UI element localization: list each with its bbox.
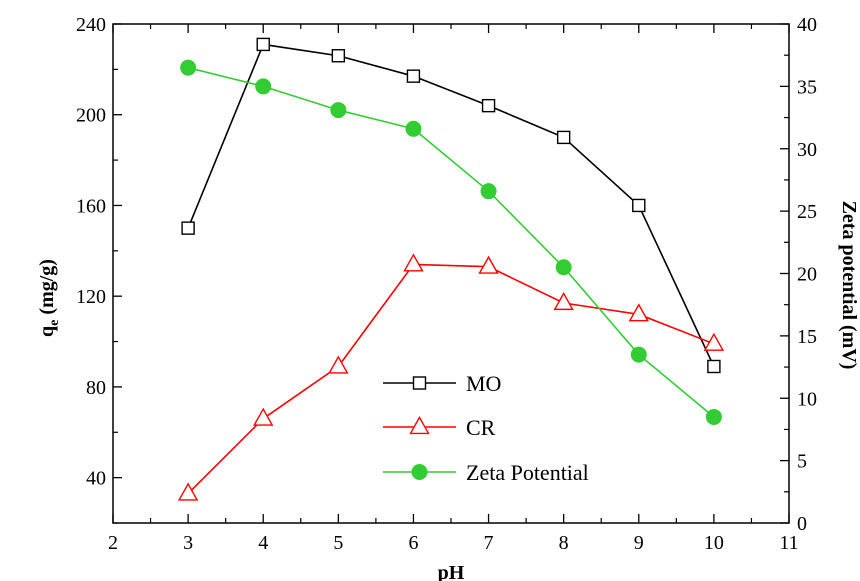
y2-tick-label: 20: [797, 264, 817, 286]
x-tick-label: 10: [704, 532, 724, 554]
y-tick-label: 160: [76, 195, 106, 217]
legend-entry-2: Zeta Potential: [383, 460, 589, 485]
data-point: [556, 130, 571, 145]
legend-entry-0: MO: [383, 371, 501, 396]
series-line: [187, 263, 715, 495]
data-point: [478, 255, 499, 274]
data-point: [255, 78, 272, 95]
data-point: [256, 37, 270, 52]
data-point: [328, 355, 349, 374]
y-tick-label: 240: [76, 14, 106, 36]
data-point: [253, 407, 274, 426]
data-point: [703, 332, 725, 351]
series-0: [181, 37, 721, 374]
ticks: 2 3 4 5 6 7 8 9 10 11 40 80 120 160 200 240 0 5 10 15 20 25 30…: [76, 14, 817, 554]
y-axis-title-main: q: [36, 326, 58, 337]
x-tick-label: 6: [408, 532, 418, 554]
y2-tick-label: 5: [797, 451, 807, 473]
data-point: [181, 221, 195, 235]
y-tick-label: 80: [86, 377, 106, 399]
data-point: [553, 291, 574, 311]
legend: MO CR Zeta Potential: [383, 371, 589, 485]
y2-tick-label: 15: [797, 326, 817, 348]
y-axis-title-sub: e: [47, 320, 62, 326]
data-point: [180, 59, 197, 76]
data-point: [481, 98, 496, 113]
y2-tick-label: 25: [797, 201, 817, 223]
legend-marker: [411, 464, 428, 480]
y-tick-label: 200: [76, 105, 106, 127]
series-line: [187, 43, 715, 367]
x-tick-label: 3: [183, 532, 193, 554]
x-axis-title: pH: [438, 562, 465, 581]
y2-axis-title: Zeta potential (mV): [838, 201, 860, 370]
data-point: [406, 69, 421, 83]
x-tick-label: 8: [559, 532, 569, 554]
x-tick-label: 4: [258, 532, 268, 554]
y2-tick-label: 30: [797, 139, 817, 161]
series: [177, 37, 725, 501]
series-1: [177, 253, 725, 501]
legend-label: CR: [466, 415, 496, 440]
data-point: [480, 183, 497, 200]
data-point: [555, 259, 572, 276]
data-point: [331, 49, 346, 63]
data-point: [628, 303, 649, 322]
x-tick-label: 5: [333, 532, 343, 554]
legend-label: MO: [466, 371, 501, 396]
y-axis-title-unit: (mg/g): [36, 259, 58, 320]
series-line: [187, 66, 715, 418]
data-point: [330, 102, 347, 119]
y-axis-title: qe (mg/g): [36, 259, 62, 337]
series-2: [180, 59, 722, 425]
data-point: [705, 408, 722, 425]
x-tick-label: 7: [484, 532, 494, 554]
x-tick-label: 2: [108, 532, 118, 554]
data-point: [707, 359, 721, 374]
data-point: [630, 346, 647, 363]
x-tick-label: 11: [779, 532, 798, 554]
y-tick-label: 40: [86, 468, 106, 490]
data-point: [177, 482, 199, 501]
legend-label: Zeta Potential: [466, 460, 589, 485]
axes: [112, 23, 790, 524]
legend-entry-1: CR: [383, 415, 496, 440]
legend-marker: [412, 376, 427, 390]
data-point: [405, 120, 422, 137]
y-tick-label: 120: [76, 286, 106, 308]
y2-tick-label: 35: [797, 76, 817, 98]
data-point: [403, 253, 424, 272]
legend-marker: [409, 415, 430, 435]
y2-tick-label: 0: [797, 513, 807, 535]
data-point: [632, 198, 646, 213]
x-tick-label: 9: [634, 532, 644, 554]
plot-frame: [112, 23, 790, 524]
y2-tick-label: 40: [797, 14, 817, 36]
y2-tick-label: 10: [797, 388, 817, 410]
